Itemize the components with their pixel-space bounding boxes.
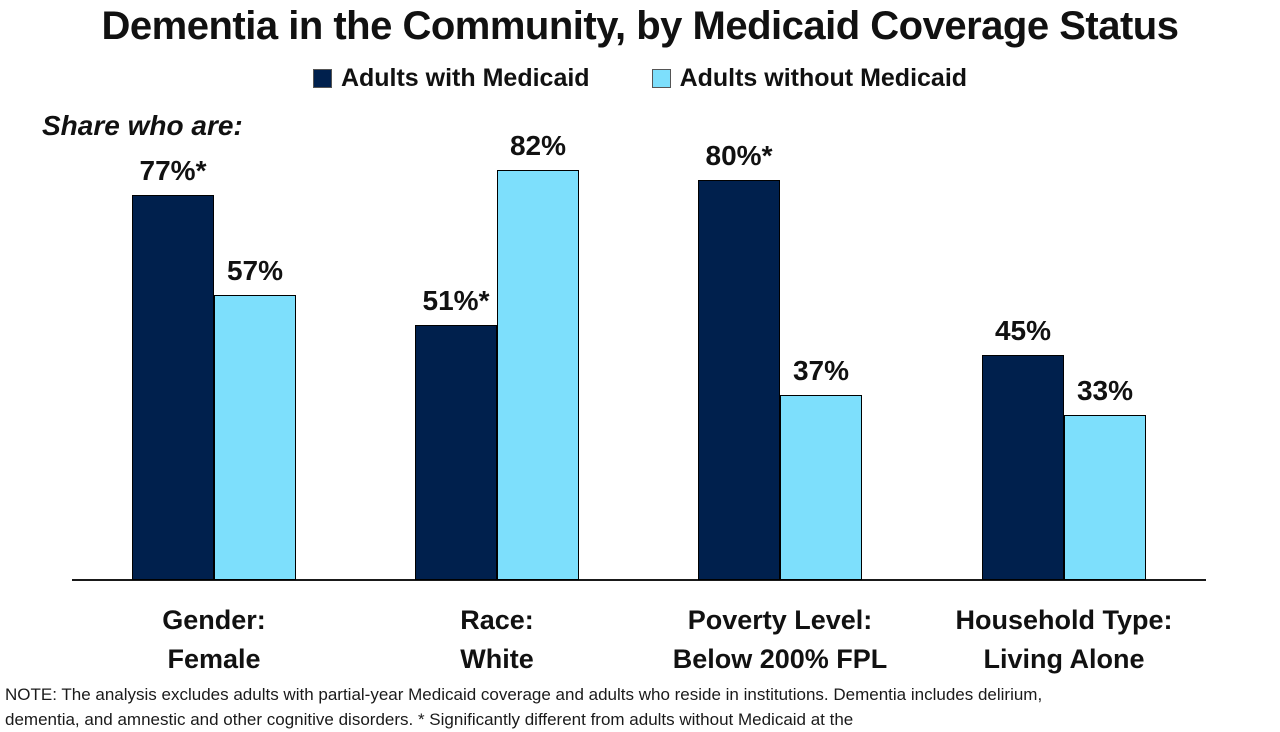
legend-swatch-without-medicaid-icon [651,69,671,88]
bar-value-label-with-medicaid-group-4: 45% [994,315,1052,346]
bar-with-medicaid-group-3 [698,180,780,580]
legend-swatch-with-medicaid-icon [312,69,332,88]
category-label-line1: Gender: [162,605,266,635]
category-label-group-1: Gender: Female [69,601,359,679]
bar-without-medicaid-group-2 [497,170,579,580]
legend-label-with-medicaid: Adults with Medicaid [340,64,590,92]
bar-value-label-with-medicaid-group-2: 51%* [422,285,490,316]
category-label-line2: Below 200% FPL [672,644,888,674]
legend-item-with-medicaid: Adults with Medicaid [312,64,590,93]
category-label-line2: Female [167,644,261,674]
category-label-line1: Household Type: [955,605,1173,635]
category-label-group-2: Race: White [352,601,642,679]
category-label-line2: Living Alone [983,644,1145,674]
bar-value-label-without-medicaid-group-1: 57% [226,255,284,286]
legend: Adults with Medicaid Adults without Medi… [0,64,1280,93]
bar-without-medicaid-group-4 [1064,415,1146,580]
bar-value-label-with-medicaid-group-3: 80%* [705,140,773,171]
bar-value-label-without-medicaid-group-3: 37% [792,355,850,386]
bar-value-label-without-medicaid-group-4: 33% [1076,375,1134,406]
bar-without-medicaid-group-3 [780,395,862,580]
chart-title: Dementia in the Community, by Medicaid C… [101,4,1179,48]
share-who-are-annotation: Share who are: [42,110,243,141]
bar-with-medicaid-group-4 [982,355,1064,580]
bar-with-medicaid-group-2 [415,325,497,580]
legend-label-without-medicaid: Adults without Medicaid [679,64,968,92]
category-label-line2: White [460,644,534,674]
bar-without-medicaid-group-1 [214,295,296,580]
x-axis-line [72,579,1206,581]
legend-item-without-medicaid: Adults without Medicaid [651,64,968,93]
category-label-line1: Poverty Level: [687,605,873,635]
bar-value-label-without-medicaid-group-2: 82% [509,130,567,161]
category-label-group-3: Poverty Level: Below 200% FPL [635,601,925,679]
note-text: NOTE: The analysis excludes adults with … [5,685,1043,729]
bar-value-label-with-medicaid-group-1: 77%* [139,155,207,186]
category-label-group-4: Household Type: Living Alone [919,601,1209,679]
category-label-line1: Race: [460,605,534,635]
bar-with-medicaid-group-1 [132,195,214,580]
